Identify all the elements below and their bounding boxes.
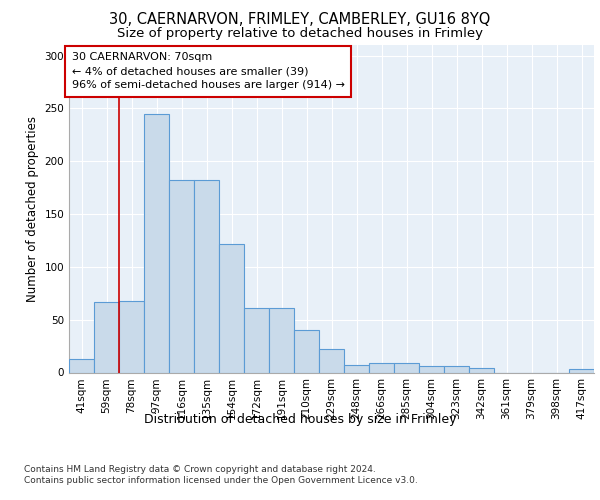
Bar [269, 308, 294, 372]
Bar [294, 330, 319, 372]
Bar [394, 363, 419, 372]
Text: 30 CAERNARVON: 70sqm
← 4% of detached houses are smaller (39)
96% of semi-detach: 30 CAERNARVON: 70sqm ← 4% of detached ho… [71, 52, 344, 90]
Bar [169, 180, 194, 372]
Bar [569, 370, 594, 372]
Bar [94, 302, 119, 372]
Bar [69, 359, 94, 372]
Text: Contains public sector information licensed under the Open Government Licence v3: Contains public sector information licen… [24, 476, 418, 485]
Y-axis label: Number of detached properties: Number of detached properties [26, 116, 39, 302]
Text: 30, CAERNARVON, FRIMLEY, CAMBERLEY, GU16 8YQ: 30, CAERNARVON, FRIMLEY, CAMBERLEY, GU16… [109, 12, 491, 28]
Bar [194, 180, 219, 372]
Bar [444, 366, 469, 372]
Bar [469, 368, 494, 372]
Text: Contains HM Land Registry data © Crown copyright and database right 2024.: Contains HM Land Registry data © Crown c… [24, 465, 376, 474]
Bar [219, 244, 244, 372]
Text: Distribution of detached houses by size in Frimley: Distribution of detached houses by size … [144, 412, 456, 426]
Text: Size of property relative to detached houses in Frimley: Size of property relative to detached ho… [117, 28, 483, 40]
Bar [119, 300, 144, 372]
Bar [244, 308, 269, 372]
Bar [369, 363, 394, 372]
Bar [319, 350, 344, 372]
Bar [144, 114, 169, 372]
Bar [344, 365, 369, 372]
Bar [419, 366, 444, 372]
